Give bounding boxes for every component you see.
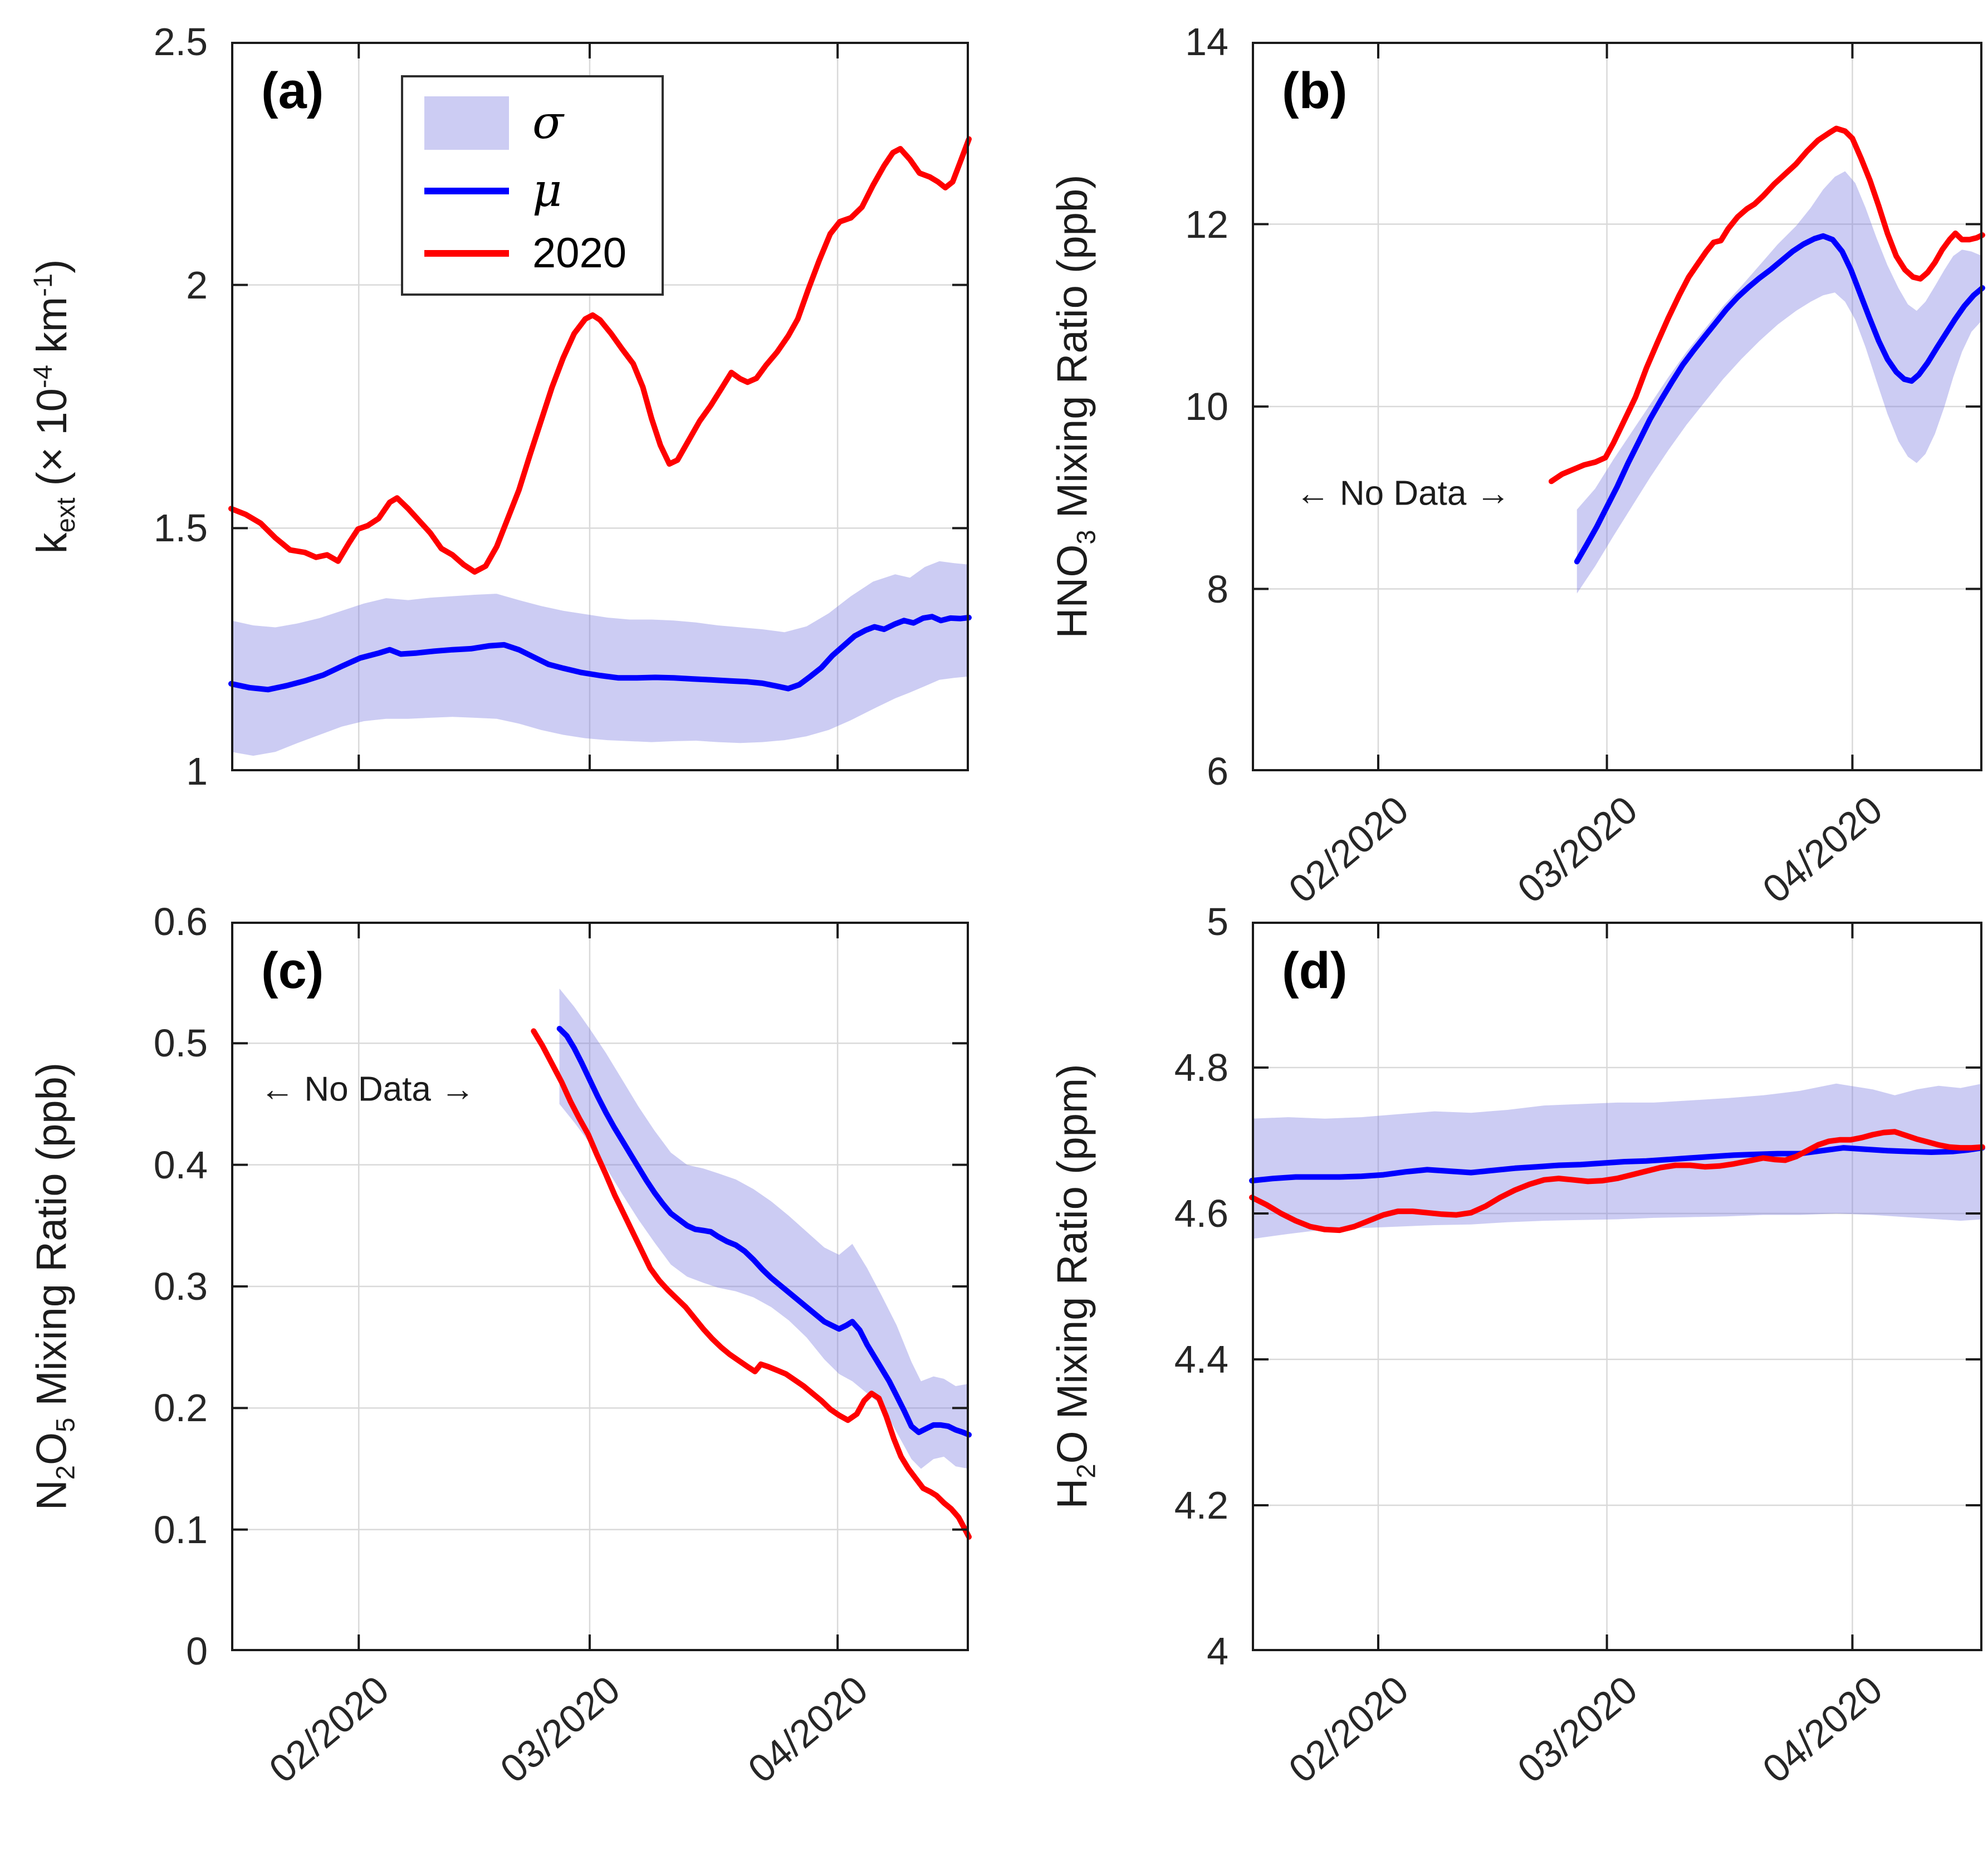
y-tick-label: 1.5 [153, 506, 208, 550]
panel-d: H2O Mixing Ratio (ppm) (d) 4 4.2 4.4 4.6 4.8… [1049, 900, 1985, 1791]
y-tick-label: 10 [1185, 385, 1228, 428]
panel-a: kext (× 10-4 km-1) (a) σ μ 2020 1 1.5 2 2.5 [28, 20, 972, 793]
y-tick-label: 0.1 [153, 1508, 208, 1551]
y-tick-label: 4.4 [1174, 1338, 1228, 1381]
panel-letter-b: (b) [1282, 62, 1348, 119]
y-tick-label: 4.6 [1174, 1192, 1228, 1235]
y-tick-label: 1 [186, 750, 208, 793]
panel-b: HNO3 Mixing Ratio (ppb) (b) ← No Data → … [1049, 20, 1985, 911]
legend-item-sigma: σ [424, 96, 640, 150]
y-tick-label: 0.2 [153, 1386, 208, 1430]
x-tick-label: 04/2020 [1755, 1667, 1891, 1792]
mu-line-swatch [424, 188, 509, 194]
sigma-band [231, 561, 969, 756]
sigma-band [1576, 171, 1982, 594]
plot-area-c [231, 922, 972, 1651]
ylabel-segment: O Mixing Ratio (ppm) [1049, 1064, 1096, 1464]
ylabel-segment: 3 [1071, 530, 1101, 545]
y-tick-label: 12 [1185, 202, 1228, 246]
axes-border [1252, 922, 1982, 1651]
legend-item-mu: μ [424, 168, 640, 214]
panel-letter-a: (a) [261, 62, 324, 119]
x-tick-label: 03/2020 [1509, 1667, 1646, 1792]
legend-item-2020: 2020 [424, 232, 640, 275]
line-2020 [1249, 1129, 1985, 1234]
ylabel-segment: (× 10 [28, 388, 76, 498]
legend: σ μ 2020 [401, 75, 664, 296]
panel-letter-c: (c) [261, 942, 324, 999]
ylabel-segment: 2 [50, 1465, 80, 1480]
y-tick-label: 2 [186, 263, 208, 307]
legend-label-sigma: σ [532, 96, 564, 149]
y-tick-label: 5 [1207, 900, 1228, 943]
y-tick-label: 0 [186, 1629, 208, 1673]
panel-letter-d: (d) [1282, 942, 1348, 999]
y-tick-label: 0.4 [153, 1143, 208, 1187]
y-tick-label: 4.8 [1174, 1046, 1228, 1089]
sigma-band-swatch [424, 96, 509, 150]
x-tick-label: 02/2020 [261, 1667, 397, 1792]
x-tick-label: 02/2020 [1280, 787, 1417, 912]
y-tick-label: 0.5 [153, 1021, 208, 1065]
line-2020 [531, 1028, 972, 1540]
legend-label-mu: μ [532, 164, 562, 217]
y-tick-label: 4 [1207, 1629, 1228, 1673]
y-tick-label: 6 [1207, 750, 1228, 793]
mu-line [1249, 1145, 1985, 1184]
panel-c: N2O5 Mixing Ratio (ppb) (c) ← No Data → … [28, 900, 972, 1791]
mu-line [228, 614, 972, 693]
sigma-band [559, 988, 969, 1469]
ylabel-segment: 2 [1071, 1464, 1101, 1479]
line-2020-swatch [424, 250, 509, 257]
ylabel-segment: O [28, 1432, 76, 1466]
ylabel-segment: -4 [28, 365, 58, 389]
ylabel-segment: Mixing Ratio (ppb) [28, 1062, 76, 1418]
y-tick-label: 0.6 [153, 900, 208, 943]
x-tick-label: 03/2020 [1509, 787, 1646, 912]
legend-label-2020: 2020 [532, 229, 627, 277]
y-axis-label-d: H2O Mixing Ratio (ppm) [1048, 1064, 1101, 1509]
line-2020 [1548, 125, 1985, 484]
mu-line [1574, 233, 1985, 565]
plot-area-d [1249, 922, 1985, 1651]
x-tick-label: 04/2020 [740, 1667, 876, 1792]
y-tick-label: 2.5 [153, 20, 208, 63]
plot-area-b [1252, 42, 1985, 771]
mu-line [556, 1026, 972, 1438]
x-tick-label: 03/2020 [492, 1667, 628, 1792]
no-data-annotation-b: ← No Data → [1295, 474, 1511, 513]
axes-border [231, 42, 969, 771]
no-data-annotation-c: ← No Data → [260, 1070, 476, 1109]
line-2020 [228, 136, 972, 575]
x-tick-label: 02/2020 [1280, 1667, 1417, 1792]
y-tick-label: 0.3 [153, 1265, 208, 1308]
y-tick-label: 4.2 [1174, 1484, 1228, 1527]
y-tick-label: 8 [1207, 567, 1228, 611]
x-tick-label: 04/2020 [1755, 787, 1891, 912]
y-tick-label: 14 [1185, 20, 1228, 63]
